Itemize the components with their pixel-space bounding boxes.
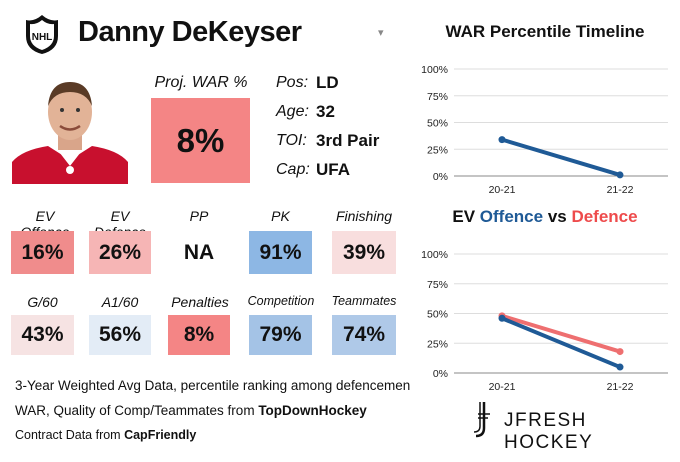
stat-box-ev-offence: 16% <box>11 231 74 274</box>
info-label-cap: Cap: <box>276 161 310 178</box>
war-percentile-chart: 0% 25% 50% 75% 100% 20-21 21-22 <box>421 64 668 196</box>
chart1-ytick-label: 75% <box>427 91 448 103</box>
info-label-pos: Pos: <box>276 74 309 91</box>
chart2-xtick-label: 20-21 <box>489 381 516 390</box>
player-photo <box>12 70 128 184</box>
info-value-age: 32 <box>316 102 335 121</box>
stat-label-penalties: Penalties <box>171 294 229 310</box>
chevron-down-icon[interactable]: ▾ <box>378 27 384 39</box>
stat-box-a160: 56% <box>89 315 151 355</box>
chart2-xtick-label: 21-22 <box>607 381 634 390</box>
footer-line-1: 3-Year Weighted Avg Data, percentile ran… <box>15 378 411 393</box>
nhl-logo: NHL <box>22 12 62 56</box>
ev-offence-defence-chart: 0% 25% 50% 75% 100% 20-21 21-22 <box>421 249 668 390</box>
info-value-pos: LD <box>316 73 339 92</box>
player-name: Danny DeKeyser <box>78 16 302 48</box>
stat-label-finishing: Finishing <box>335 208 393 224</box>
chart2-series-offence-line <box>500 316 622 370</box>
chart1-ytick-label: 25% <box>427 144 448 156</box>
chart1-ytick-label: 50% <box>427 118 448 130</box>
chart2-ytick-label: 25% <box>427 338 448 350</box>
brand-name: JFRESH HOCKEY <box>504 410 594 453</box>
chart1-title: WAR Percentile Timeline <box>445 22 645 41</box>
chart1-xtick-label: 20-21 <box>489 184 516 196</box>
info-value-cap: UFA <box>316 160 350 179</box>
chart2-ytick-label: 50% <box>427 309 448 321</box>
jfresh-logo-icon <box>470 400 494 445</box>
chart1-series-war-line <box>500 137 622 177</box>
chart2-title-offence: Offence <box>479 207 544 226</box>
footer-source-capfriendly: CapFriendly <box>124 428 197 442</box>
info-value-toi: 3rd Pair <box>316 131 380 150</box>
info-label-age: Age: <box>276 103 309 120</box>
footer-line-3: Contract Data from CapFriendly <box>15 428 196 442</box>
stat-label-competition: Competition <box>247 294 315 308</box>
stat-box-penalties: 8% <box>168 315 230 355</box>
proj-war-label: Proj. WAR % <box>154 74 248 91</box>
chart2-title-part3: vs <box>543 207 572 226</box>
chart2-ytick-label: 0% <box>433 368 448 380</box>
chart1-ytick-label: 0% <box>433 171 448 183</box>
stat-label-a160: A1/60 <box>101 294 139 310</box>
stat-box-pp: NA <box>168 231 230 274</box>
chart1-series-war-point <box>616 171 624 179</box>
chart2-title-defence: Defence <box>571 207 638 226</box>
chart1-ytick-label: 100% <box>421 64 448 76</box>
stat-box-competition: 79% <box>249 315 312 355</box>
chart1-series-war-point <box>498 136 506 144</box>
chart2-series-defence-point <box>616 348 624 356</box>
chart2-series-defence-line <box>500 313 622 354</box>
stat-box-pk: 91% <box>249 231 312 274</box>
info-label-toi: TOI: <box>276 132 307 149</box>
chart2-title: EV Offence vs Defence <box>420 207 670 227</box>
chart2-series-offence-point <box>616 363 624 371</box>
proj-war-value: 8% <box>151 98 250 183</box>
stat-label-pp: PP <box>189 208 209 224</box>
chart2-series-offence-point <box>498 314 506 322</box>
nhl-logo-text: NHL <box>32 32 53 43</box>
footer-source-topdownhockey: TopDownHockey <box>258 403 367 418</box>
chart2-title-part1: EV <box>452 207 480 226</box>
footer-line-2-prefix: WAR, Quality of Comp/Teammates from <box>15 403 259 418</box>
chart1-xtick-label: 21-22 <box>607 184 634 196</box>
stat-label-pk: PK <box>271 208 290 224</box>
stat-box-ev-defence: 26% <box>89 231 151 274</box>
footer-line-3-prefix: Contract Data from <box>15 428 125 442</box>
stat-box-teammates: 74% <box>332 315 396 355</box>
chart2-ytick-label: 75% <box>427 279 448 291</box>
stat-label-g60: G/60 <box>27 294 58 310</box>
chart2-ytick-label: 100% <box>421 249 448 261</box>
footer-line-2: WAR, Quality of Comp/Teammates from TopD… <box>15 403 367 418</box>
stat-label-teammates: Teammates <box>331 294 397 308</box>
stat-box-g60: 43% <box>11 315 74 355</box>
stat-box-finishing: 39% <box>332 231 396 274</box>
